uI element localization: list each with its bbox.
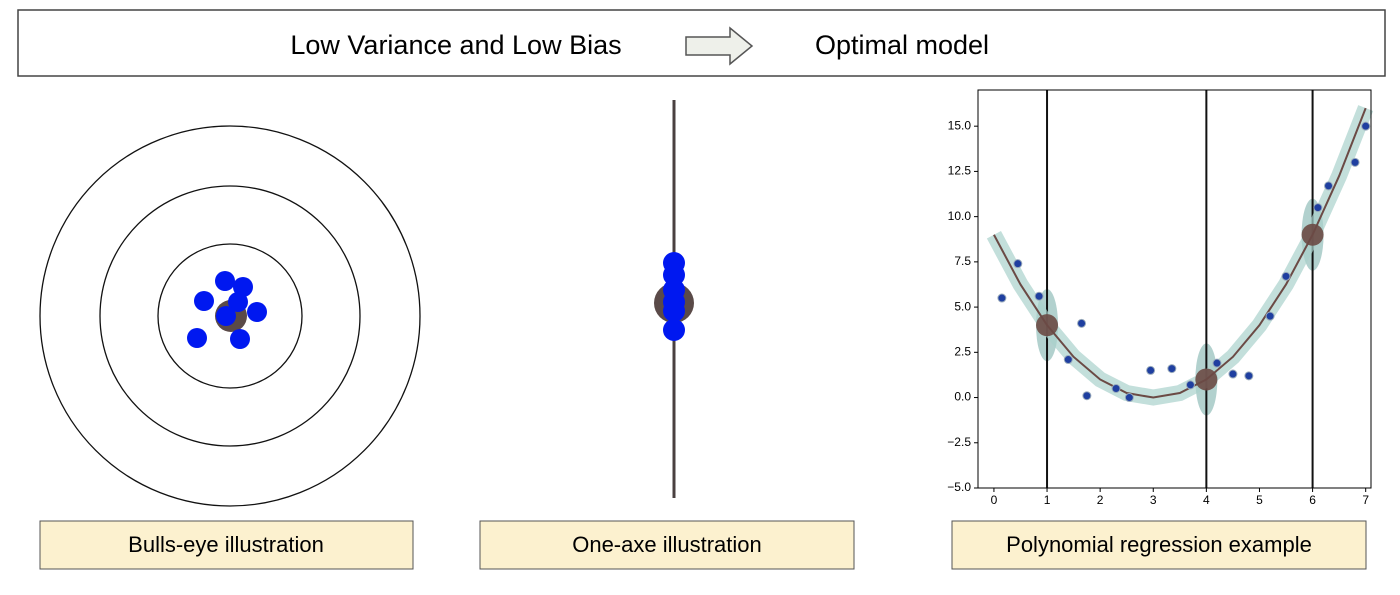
one-axe: [654, 100, 694, 498]
x-tick-label: 6: [1309, 493, 1316, 507]
point: [1167, 364, 1177, 374]
ring: [39, 125, 421, 507]
point: [1034, 291, 1044, 301]
point: [1124, 393, 1134, 403]
caption-box: [951, 520, 1367, 570]
x-tick-label: 2: [1097, 493, 1104, 507]
caption-box: [39, 520, 414, 570]
point: [1111, 384, 1121, 393]
arrow: [685, 26, 754, 66]
caption: Bulls-eye illustration: [128, 532, 324, 557]
target-point: [1301, 223, 1324, 246]
caption: Polynomial regression example: [1006, 532, 1312, 557]
regression-plot: −5.0 −2.5 0.0 2.5 5.0 7.5 10.0 12.5 15.0 0 1 2 3 4 5 6 7: [947, 89, 1374, 507]
point: [1324, 181, 1334, 191]
x-tick-label: 4: [1203, 493, 1210, 507]
caption-box: [479, 520, 855, 570]
y-tick-label: 5.0: [954, 299, 971, 313]
caption: One-axe illustration: [572, 532, 762, 557]
y-tick-label: 10.0: [948, 209, 972, 223]
point: [1361, 121, 1371, 131]
point: [1082, 391, 1092, 401]
point: [1063, 355, 1073, 365]
ring: [157, 243, 303, 389]
point: [1350, 157, 1360, 167]
point: [1281, 271, 1291, 281]
point: [1185, 380, 1195, 390]
point: [1146, 365, 1156, 375]
x-tick-label: 7: [1362, 493, 1369, 507]
y-tick-label: 0.0: [954, 390, 971, 404]
point: [1077, 318, 1087, 328]
target-point: [1195, 368, 1218, 391]
point: [1265, 311, 1275, 321]
point: [1244, 371, 1254, 381]
samples: [663, 252, 685, 341]
y-tick-label: −2.5: [947, 435, 971, 449]
header-left: Low Variance and Low Bias: [290, 30, 621, 60]
x-tick-label: 5: [1256, 493, 1263, 507]
ring: [99, 185, 361, 447]
plot-frame: [977, 89, 1372, 489]
point: [1212, 358, 1222, 368]
bulls-eye: [39, 125, 421, 507]
x-tick-label: 1: [1044, 493, 1051, 507]
point: [1013, 259, 1023, 269]
point: [997, 293, 1007, 303]
y-tick-label: 12.5: [948, 164, 972, 178]
y-tick-label: 7.5: [954, 254, 971, 268]
header-right: Optimal model: [815, 30, 989, 60]
x-tick-label: 3: [1150, 493, 1157, 507]
point: [1228, 369, 1238, 379]
true-curve: [993, 107, 1367, 399]
y-tick-label: −5.0: [947, 480, 971, 494]
y-tick-label: 2.5: [954, 344, 971, 358]
x-tick-label: 0: [991, 493, 998, 507]
point: [1313, 203, 1323, 213]
y-tick-label: 15.0: [948, 118, 972, 132]
samples: [187, 271, 267, 349]
target-point: [1036, 314, 1059, 337]
